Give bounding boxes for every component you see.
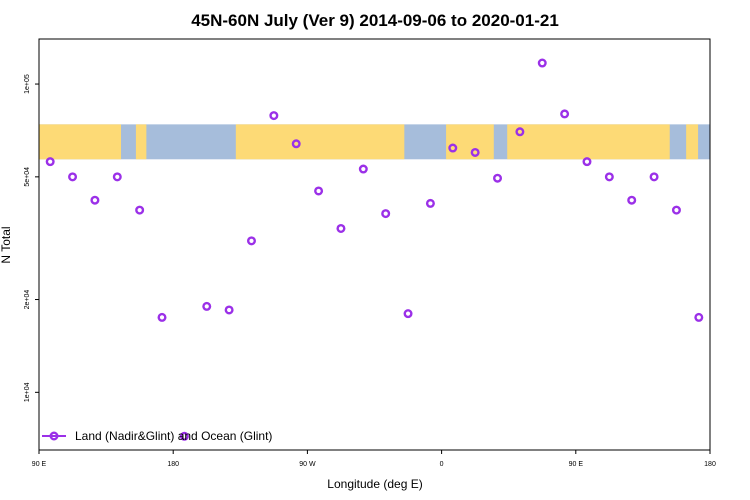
y-tick-label: 1e+05 bbox=[24, 74, 31, 94]
y-axis: 1e+04 2e+04 5e+04 1e+05 bbox=[24, 74, 39, 402]
land-mass bbox=[507, 124, 670, 160]
x-tick-label: 90 E bbox=[32, 461, 47, 468]
data-point bbox=[112, 172, 122, 182]
data-point bbox=[649, 172, 659, 182]
data-point bbox=[90, 195, 100, 205]
data-point bbox=[314, 186, 324, 196]
data-point bbox=[537, 58, 547, 68]
x-tick-label: 180 bbox=[167, 461, 179, 468]
data-point bbox=[202, 301, 212, 311]
data-point bbox=[425, 198, 435, 208]
data-point bbox=[381, 209, 391, 219]
data-point bbox=[470, 147, 480, 157]
legend-label: Land (Nadir&Glint) and Ocean (Glint) bbox=[75, 429, 272, 443]
data-point bbox=[291, 139, 301, 149]
plot-frame bbox=[38, 38, 711, 451]
data-point bbox=[179, 431, 189, 441]
data-point bbox=[135, 205, 145, 215]
data-point bbox=[560, 109, 570, 119]
land-mass bbox=[686, 124, 699, 160]
data-point bbox=[448, 143, 458, 153]
data-point bbox=[224, 305, 234, 315]
x-axis: 90 E 180 90 W 0 90 E 180 bbox=[32, 450, 716, 468]
y-tick-label: 5e+04 bbox=[24, 167, 31, 187]
land-mass bbox=[235, 124, 405, 160]
data-point bbox=[336, 223, 346, 233]
land-mass bbox=[446, 124, 494, 160]
legend-marker bbox=[49, 431, 59, 441]
y-tick-label: 2e+04 bbox=[24, 290, 31, 310]
land-mass bbox=[135, 124, 147, 160]
x-tick-label: 90 W bbox=[299, 461, 316, 468]
x-tick-label: 90 E bbox=[569, 461, 584, 468]
data-point bbox=[694, 312, 704, 322]
legend: Land (Nadir&Glint) and Ocean (Glint) bbox=[42, 429, 272, 443]
data-point bbox=[358, 164, 368, 174]
data-point bbox=[515, 127, 525, 137]
data-point bbox=[493, 173, 503, 183]
x-tick-label: 0 bbox=[440, 461, 444, 468]
data-point bbox=[45, 157, 55, 167]
data-point bbox=[604, 172, 614, 182]
data-point bbox=[157, 312, 167, 322]
data-point bbox=[68, 172, 78, 182]
world-map-band bbox=[39, 124, 710, 160]
x-tick-label: 180 bbox=[704, 461, 716, 468]
data-point bbox=[269, 111, 279, 121]
data-points bbox=[45, 58, 704, 441]
x-axis-label: Longitude (deg E) bbox=[327, 477, 422, 491]
data-point bbox=[582, 157, 592, 167]
chart-title: 45N-60N July (Ver 9) 2014-09-06 to 2020-… bbox=[191, 11, 559, 30]
data-point bbox=[627, 195, 637, 205]
data-point bbox=[246, 236, 256, 246]
land-mass bbox=[39, 124, 122, 160]
data-point bbox=[671, 205, 681, 215]
y-tick-label: 1e+04 bbox=[24, 382, 31, 402]
data-point bbox=[403, 309, 413, 319]
map-land bbox=[39, 124, 699, 160]
y-axis-label: N Total bbox=[0, 226, 13, 263]
